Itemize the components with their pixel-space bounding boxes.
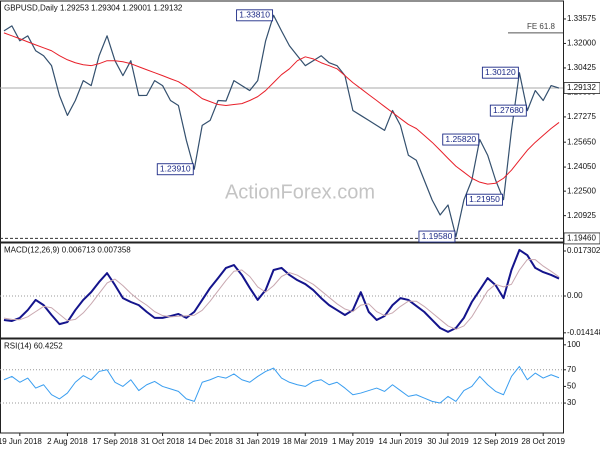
fib-label: FE 61.8 (527, 22, 556, 31)
annotation-label: 1.21950 (469, 194, 500, 204)
x-tick-label: 30 Jul 2019 (427, 437, 469, 446)
y-tick-label: 1.32000 (567, 39, 596, 48)
series-line (3, 32, 560, 185)
panel-frame (0, 242, 564, 339)
annotation-label: 1.25820 (445, 134, 476, 144)
title-bg (2, 245, 120, 255)
y-tick-label: 1.33575 (567, 14, 596, 23)
annotation-box (418, 230, 456, 243)
annotation-box (489, 104, 527, 117)
y-tick-label: -0.014148 (567, 328, 600, 337)
x-tick-label: 14 Dec 2018 (187, 437, 233, 446)
x-tick-label: 31 Oct 2018 (141, 437, 185, 446)
x-tick-label: 12 Sep 2019 (473, 437, 519, 446)
y-tick-label: 1.24050 (567, 162, 596, 171)
panel-frame (0, 338, 564, 434)
x-tick-label: 31 Jan 2019 (236, 437, 281, 446)
y-tick-label: 1.25650 (567, 137, 596, 146)
title-bg (2, 341, 120, 351)
series-line (3, 14, 560, 238)
x-tick-label: 2 Aug 2018 (47, 437, 88, 446)
title-bg (2, 3, 152, 13)
annotation-label: 1.33810 (239, 10, 270, 20)
y-tick-label: 0.00 (567, 291, 583, 300)
annotation-label: 1.19580 (422, 231, 453, 241)
y-tick-label: 30 (567, 398, 576, 407)
y-tick-label: 1.20925 (567, 211, 596, 220)
price-level-box (563, 82, 600, 94)
series-line (3, 259, 560, 330)
y-tick-label: 100 (567, 340, 581, 349)
panel-title: RSI(14) 60.4252 (4, 342, 63, 351)
x-tick-label: 17 Sep 2018 (92, 437, 138, 446)
price-level-label: 1.19460 (567, 234, 596, 243)
annotation-box (156, 163, 194, 176)
x-tick-label: 18 Mar 2019 (283, 437, 328, 446)
x-tick-label: 19 Jun 2018 (0, 437, 42, 446)
series-line (3, 248, 560, 333)
annotation-label: 1.23910 (160, 163, 191, 173)
x-tick-label: 28 Oct 2019 (521, 437, 565, 446)
y-tick-label: 50 (567, 382, 576, 391)
panel-title: MACD(12,26,9) 0.006713 0.007358 (4, 246, 131, 255)
annotation-box (236, 9, 274, 22)
y-tick-label: 1.27275 (567, 112, 596, 121)
x-tick-label: 14 Jun 2019 (378, 437, 423, 446)
watermark: ActionForex.com (225, 181, 375, 203)
annotation-box (466, 193, 503, 206)
price-level-label: 1.29132 (567, 83, 596, 92)
annotation-box (442, 133, 480, 146)
y-tick-label: 1.30425 (567, 63, 596, 72)
series-line (3, 365, 560, 404)
y-tick-label: 0.017302 (567, 246, 600, 255)
annotation-label: 1.27680 (493, 105, 524, 115)
panel-frame (0, 0, 564, 243)
y-tick-label: 1.22500 (567, 186, 596, 195)
x-tick-label: 1 May 2019 (332, 437, 374, 446)
annotation-label: 1.30120 (485, 67, 516, 77)
annotation-box (481, 66, 519, 79)
price-level-box (563, 232, 600, 245)
y-tick-label: 70 (567, 365, 576, 374)
panel-title: GBPUSD,Daily 1.29253 1.29304 1.29001 1.2… (4, 4, 183, 13)
